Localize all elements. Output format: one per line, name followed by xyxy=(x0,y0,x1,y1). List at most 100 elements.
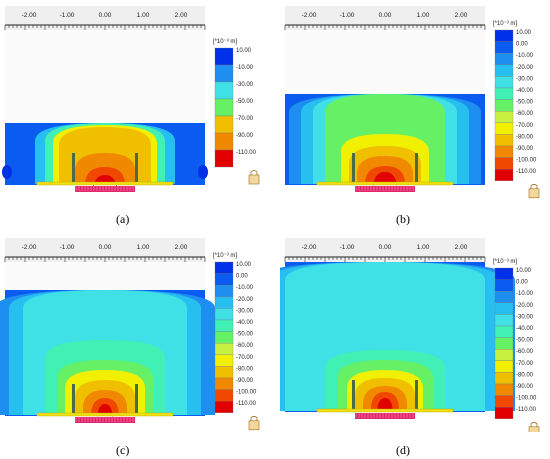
colorbar-swatch xyxy=(214,319,234,332)
pile-left xyxy=(352,153,355,183)
canvas-bg xyxy=(285,31,485,94)
pile-left xyxy=(352,380,355,410)
colorbar-swatch xyxy=(494,360,514,373)
lock-shackle xyxy=(250,170,258,175)
caption-d: (d) xyxy=(396,443,410,457)
colorbar-swatch xyxy=(214,132,234,151)
lock-shackle xyxy=(530,421,538,427)
pile-right xyxy=(135,384,138,414)
colorbar-label: -100.00 xyxy=(236,390,257,396)
colorbar-swatch xyxy=(214,366,234,379)
lock-shackle xyxy=(530,183,538,189)
colorbar-swatch xyxy=(214,81,234,100)
colorbar-label: -50.00 xyxy=(516,338,534,344)
colorbar-swatch xyxy=(214,296,234,309)
plot-area: -2.00 -1.00 0.00 1.00 2.00 xyxy=(0,238,215,423)
colorbar-swatch xyxy=(214,261,234,274)
footing xyxy=(75,417,135,423)
colorbar-label: -10.00 xyxy=(516,291,534,297)
colorbar-swatch xyxy=(494,64,514,77)
colorbar-swatch xyxy=(214,64,234,83)
colorbar-unit: [*10⁻³ m] xyxy=(213,39,238,45)
colorbar-label: -50.00 xyxy=(516,100,534,106)
colorbar-swatch xyxy=(494,291,514,303)
pile-right xyxy=(135,153,138,183)
ruler-tick-label: 2.00 xyxy=(455,244,468,251)
colorbar-label: -70.00 xyxy=(236,355,254,361)
ruler-tick-label: 2.00 xyxy=(175,244,188,251)
colorbar-swatch xyxy=(214,285,234,297)
colorbar-label: -30.00 xyxy=(516,76,534,82)
panel-d: -2.00 -1.00 0.00 1.00 2.00 [*10⁻³ m] 10.00 0.00… xyxy=(255,232,550,437)
pile-left xyxy=(72,384,75,414)
contour-band xyxy=(373,172,397,190)
lock-icon xyxy=(528,188,540,199)
colorbar-unit: [*10⁻³ m] xyxy=(493,21,518,27)
colorbar-label: -40.00 xyxy=(236,320,254,326)
colorbar-label: -60.00 xyxy=(236,343,254,349)
colorbar-swatch xyxy=(494,76,514,89)
panel-a: -2.00 -1.00 0.00 1.00 2.00 [*10⁻³ m] 10.00 -10.… xyxy=(0,0,270,200)
colorbar-swatch xyxy=(494,169,514,181)
colorbar-label: -70.00 xyxy=(236,116,254,122)
colorbar-swatch xyxy=(214,331,234,344)
ruler-tick-label: -1.00 xyxy=(340,244,355,251)
edge-lobe-left xyxy=(2,165,12,179)
colorbar-swatch xyxy=(494,157,514,170)
colorbar-label: 10.00 xyxy=(236,262,252,268)
colorbar-swatch xyxy=(494,267,514,280)
colorbar-label: -110.00 xyxy=(236,401,257,407)
colorbar-label: -90.00 xyxy=(236,133,254,139)
colorbar-label: -40.00 xyxy=(516,88,534,94)
colorbar-swatch xyxy=(494,325,514,338)
colorbar-swatch xyxy=(494,337,514,350)
edge-lobe-right xyxy=(198,165,208,179)
lock-icon xyxy=(248,420,260,431)
colorbar-swatch xyxy=(494,99,514,112)
beam xyxy=(36,412,174,417)
colorbar-label: -110.00 xyxy=(236,150,257,156)
lock-shackle xyxy=(250,415,258,421)
footing xyxy=(75,186,135,192)
colorbar-swatch xyxy=(494,53,514,65)
colorbar-label: 0.00 xyxy=(236,274,248,280)
colorbar-label: -10.00 xyxy=(516,53,534,59)
colorbar-swatch xyxy=(494,41,514,54)
colorbar-label: -30.00 xyxy=(236,308,254,314)
beam xyxy=(36,181,174,186)
ruler-tick-label: 1.00 xyxy=(137,244,150,251)
colorbar-label: 10.00 xyxy=(516,268,532,274)
colorbar-label: -70.00 xyxy=(516,123,534,129)
ruler-tick-label: 1.00 xyxy=(417,12,430,19)
colorbar-label: -40.00 xyxy=(516,326,534,332)
panel-b: -2.00 -1.00 0.00 1.00 2.00 [*10⁻³ m] 10.00 0.00… xyxy=(280,0,550,200)
colorbar-label: -20.00 xyxy=(236,297,254,303)
colorbar-swatch xyxy=(214,343,234,355)
ruler-tick-label: 2.00 xyxy=(455,12,468,19)
caption-c: (c) xyxy=(116,443,130,457)
lock-icon xyxy=(528,426,540,437)
colorbar-swatch xyxy=(494,407,514,419)
colorbar-label: -30.00 xyxy=(516,314,534,320)
ruler-tick-label: 0.00 xyxy=(379,12,392,19)
colorbar-swatch xyxy=(214,273,234,286)
canvas-bg xyxy=(5,263,205,290)
colorbar-label: -80.00 xyxy=(516,372,534,378)
colorbar-label: -90.00 xyxy=(516,384,534,390)
ruler-tick-label: 1.00 xyxy=(417,244,430,251)
ruler-tick-label: 0.00 xyxy=(99,12,112,19)
colorbar-swatch xyxy=(494,302,514,315)
colorbar-swatch xyxy=(214,354,234,367)
colorbar-label: -90.00 xyxy=(236,378,254,384)
colorbar-swatch xyxy=(494,395,514,408)
colorbar-label: -60.00 xyxy=(516,111,534,117)
colorbar-swatch xyxy=(494,145,514,158)
colorbar-swatch xyxy=(494,122,514,135)
colorbar-swatch xyxy=(214,98,234,117)
colorbar-label: 10.00 xyxy=(516,30,532,36)
panel-c-svg: -2.00 -1.00 0.00 1.00 2.00 [*10⁻³ m] 10.00 0.00… xyxy=(0,238,260,431)
plot-area: -2.00 -1.00 0.00 1.00 2.00 xyxy=(2,6,208,193)
colorbar-swatch xyxy=(494,314,514,327)
ruler-tick-label: -2.00 xyxy=(302,12,317,19)
ruler-tick-label: 0.00 xyxy=(99,244,112,251)
